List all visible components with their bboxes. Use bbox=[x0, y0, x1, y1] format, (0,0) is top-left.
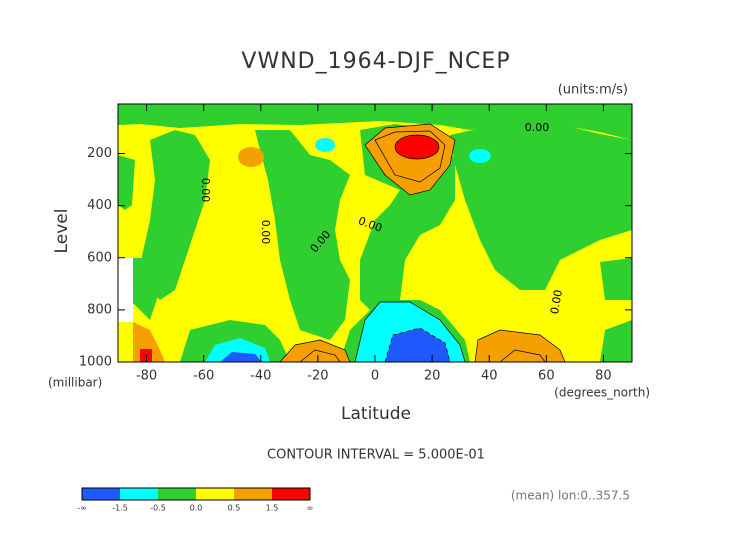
colorbar-label: -1.5 bbox=[112, 504, 128, 513]
chart-title: VWND_1964-DJF_NCEP bbox=[241, 49, 510, 74]
y-axis-label: Level bbox=[52, 209, 72, 254]
colorbar-label: -0.5 bbox=[150, 504, 166, 513]
x-axis-units: (degrees_north) bbox=[554, 386, 650, 400]
contour-label: 0.00 bbox=[548, 289, 565, 315]
x-tick-label: 80 bbox=[595, 369, 612, 384]
y-axis-units: (millibar) bbox=[48, 376, 102, 390]
x-tick-label: 0 bbox=[371, 369, 379, 384]
colorbar: -∞ -1.5 -0.5 0.0 0.5 1.5 ∞ bbox=[77, 487, 314, 513]
y-tick-label: 600 bbox=[87, 250, 112, 265]
colorbar-label: 1.5 bbox=[266, 504, 279, 513]
colorbar-label: 0.5 bbox=[228, 504, 241, 513]
y-tick-label: 1000 bbox=[79, 355, 112, 370]
x-tick-label: 20 bbox=[424, 369, 441, 384]
colorbar-frame bbox=[81, 487, 311, 501]
x-tick-label: -60 bbox=[193, 369, 214, 384]
x-tick-label: -40 bbox=[250, 369, 271, 384]
x-tick-label: -20 bbox=[307, 369, 328, 384]
colorbar-swatch bbox=[158, 488, 196, 500]
contour-label: 0.00 bbox=[259, 220, 272, 245]
y-tick-label: 800 bbox=[87, 302, 112, 317]
colorbar-swatch bbox=[120, 488, 158, 500]
x-tick-label: 60 bbox=[538, 369, 555, 384]
y-tick-label: 200 bbox=[87, 146, 112, 161]
axes: -80 -60 -40 -20 0 20 40 60 80 200 400 600 800 1000 bbox=[79, 104, 632, 384]
colorbar-swatch bbox=[196, 488, 234, 500]
colorbar-label: ∞ bbox=[307, 504, 314, 513]
contour-label: 0.00 bbox=[199, 178, 212, 203]
x-tick-label: 40 bbox=[481, 369, 498, 384]
y-tick-label: 400 bbox=[87, 198, 112, 213]
contour-interval: CONTOUR INTERVAL = 5.000E-01 bbox=[267, 448, 485, 463]
colorbar-swatch bbox=[234, 488, 272, 500]
x-tick-label: -80 bbox=[136, 369, 157, 384]
colorbar-swatch bbox=[82, 488, 120, 500]
footnote: (mean) lon:0..357.5 bbox=[511, 489, 630, 503]
units: (units:m/s) bbox=[558, 83, 628, 98]
colorbar-swatch bbox=[272, 488, 310, 500]
colorbar-label: 0.0 bbox=[190, 504, 203, 513]
contour-field bbox=[118, 104, 632, 363]
x-axis-label: Latitude bbox=[341, 404, 411, 424]
colorbar-label: -∞ bbox=[77, 504, 87, 513]
contour-label: 0.00 bbox=[525, 121, 550, 134]
